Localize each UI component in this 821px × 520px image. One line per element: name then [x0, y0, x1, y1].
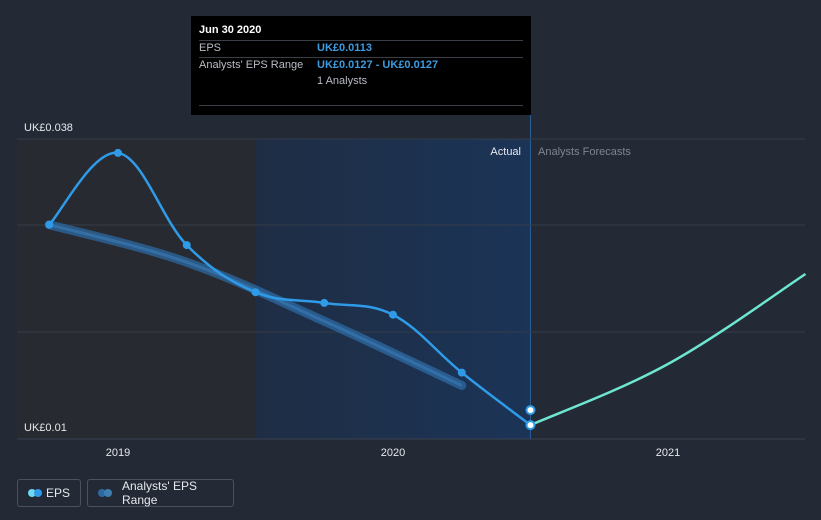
eps-point: [525, 420, 536, 431]
tooltip-divider: [199, 40, 523, 41]
gridlines: [17, 138, 805, 440]
series-markers: [45, 148, 536, 431]
y-tick-label-top: UK£0.038: [24, 122, 73, 134]
tooltip-divider: [199, 105, 523, 106]
eps-point: [182, 241, 191, 250]
eps-point: [114, 148, 122, 157]
eps-forecast-line: [529, 272, 807, 427]
tooltip-eps-label: EPS: [199, 42, 222, 54]
chart-labels: Actual Analysts Forecasts UK£0.038 UK£0.…: [24, 122, 680, 459]
tooltip-analysts-count: 1 Analysts: [317, 75, 368, 87]
tooltip-date: Jun 30 2020: [199, 24, 262, 36]
eps-point: [457, 368, 466, 377]
eps-point: [45, 220, 54, 229]
eps-point: [320, 298, 329, 307]
past-shade: [17, 139, 256, 439]
eps-point: [251, 288, 260, 297]
analysts-forecasts-label: Analysts Forecasts: [538, 146, 631, 158]
tooltip-range-value: UK£0.0127 - UK£0.0127: [317, 59, 439, 71]
x-tick-label-2021: 2021: [656, 447, 680, 459]
legend-analysts-eps-range[interactable]: Analysts' EPS Range: [87, 479, 234, 507]
tooltip-range-label: Analysts' EPS Range: [199, 59, 304, 71]
eps-legend-icon: [28, 489, 42, 497]
y-tick-label-bottom: UK£0.01: [24, 422, 67, 434]
actual-label: Actual: [490, 146, 521, 158]
eps-chart: Actual Analysts Forecasts UK£0.038 UK£0.…: [17, 115, 807, 459]
eps-point: [389, 310, 397, 319]
eps-estimate-point: [525, 405, 536, 416]
legend-eps[interactable]: EPS: [17, 479, 81, 507]
analysts-eps-range-band: [44, 220, 467, 390]
range-band-core: [48, 223, 463, 387]
x-tick-label-2020: 2020: [381, 447, 405, 459]
plot-background: [17, 115, 531, 439]
range-legend-icon: [98, 489, 114, 497]
legend-eps-label: EPS: [45, 486, 70, 500]
tooltip-divider: [199, 57, 523, 58]
legend-range-label: Analysts' EPS Range: [122, 479, 197, 507]
tooltip-eps-value: UK£0.0113: [317, 42, 373, 54]
x-tick-label-2019: 2019: [106, 447, 130, 459]
data-tooltip: Jun 30 2020 EPS UK£0.0113 Analysts' EPS …: [191, 16, 531, 115]
